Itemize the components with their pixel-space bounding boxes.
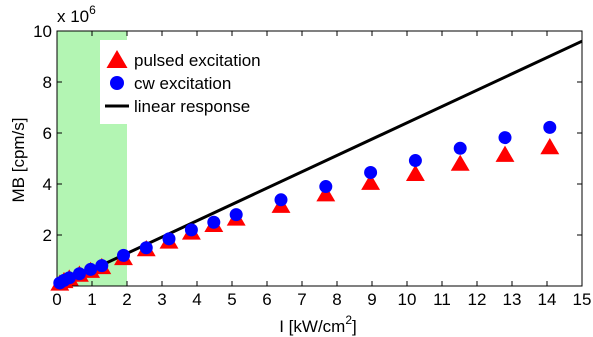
cw-point [72, 267, 86, 281]
legend-box [100, 40, 292, 124]
x-tick-label: 0 [52, 290, 61, 309]
y-tick-label: 10 [33, 22, 52, 41]
x-tick-label: 12 [468, 290, 487, 309]
plot-area-frame [56, 30, 583, 287]
cw-point [319, 180, 333, 194]
legend-marker-cw [110, 76, 124, 90]
cw-point [453, 141, 467, 155]
legend-label-linear: linear response [134, 97, 250, 116]
y-multiplier-base: x 10 [57, 7, 89, 26]
y-multiplier-exponent: 6 [89, 3, 96, 17]
x-tick-label: 14 [538, 290, 557, 309]
x-tick-label: 8 [332, 290, 341, 309]
x-tick-label: 11 [433, 290, 451, 309]
pulsed-point [316, 185, 336, 202]
pulsed-point [540, 138, 560, 155]
cw-point [62, 271, 76, 285]
legend-label-pulsed: pulsed excitation [134, 51, 261, 70]
x-tick-label: 10 [398, 290, 417, 309]
legend: pulsed excitation cw excitation linear r… [100, 40, 292, 124]
x-tick-label: 9 [367, 290, 376, 309]
x-tick-label: 5 [227, 290, 236, 309]
pulsed-point [405, 164, 425, 181]
y-tick-label: 8 [43, 73, 52, 92]
y-tick-label: 2 [43, 226, 52, 245]
pulsed-point [361, 173, 381, 190]
x-tick-label: 1 [87, 290, 96, 309]
cw-point [84, 262, 98, 276]
pulsed-point [495, 145, 515, 162]
x-axis-label-text: I [kW/cm [279, 317, 345, 336]
x-axis-label-tail: ] [352, 317, 357, 336]
cw-point [229, 208, 243, 222]
x-axis-label: I [kW/cm2] [279, 313, 357, 336]
x-tick-label: 2 [122, 290, 131, 309]
y-axis-label: MB [cpm/s] [9, 117, 28, 202]
pulsed-point [450, 154, 470, 171]
x-tick-label: 6 [262, 290, 271, 309]
cw-point [139, 241, 153, 255]
y-tick-labels: 2 4 6 8 10 [33, 22, 52, 245]
cw-point [162, 232, 176, 246]
cw-point [364, 166, 378, 180]
x-tick-label: 3 [157, 290, 166, 309]
cw-point [408, 154, 422, 168]
y-tick-label: 6 [43, 124, 52, 143]
y-tick-label: 4 [43, 175, 52, 194]
x-tick-label: 13 [503, 290, 522, 309]
x-tick-labels: 0 1 2 3 4 5 6 7 8 9 10 11 12 13 14 15 [52, 290, 591, 309]
cw-point [184, 223, 198, 237]
y-multiplier: x 106 [57, 3, 96, 26]
x-axis-label-superscript: 2 [345, 313, 352, 327]
x-tick-label: 7 [297, 290, 306, 309]
legend-marker-pulsed [106, 50, 128, 68]
cw-point [274, 193, 288, 207]
legend-label-cw: cw excitation [134, 74, 231, 93]
cw-point [543, 120, 557, 134]
x-tick-label: 15 [573, 290, 592, 309]
cw-point [498, 131, 512, 145]
cw-point [207, 215, 221, 229]
data-marks [50, 39, 583, 291]
cw-point [117, 248, 130, 262]
cw-point [95, 259, 109, 273]
x-tick-label: 4 [192, 290, 201, 309]
